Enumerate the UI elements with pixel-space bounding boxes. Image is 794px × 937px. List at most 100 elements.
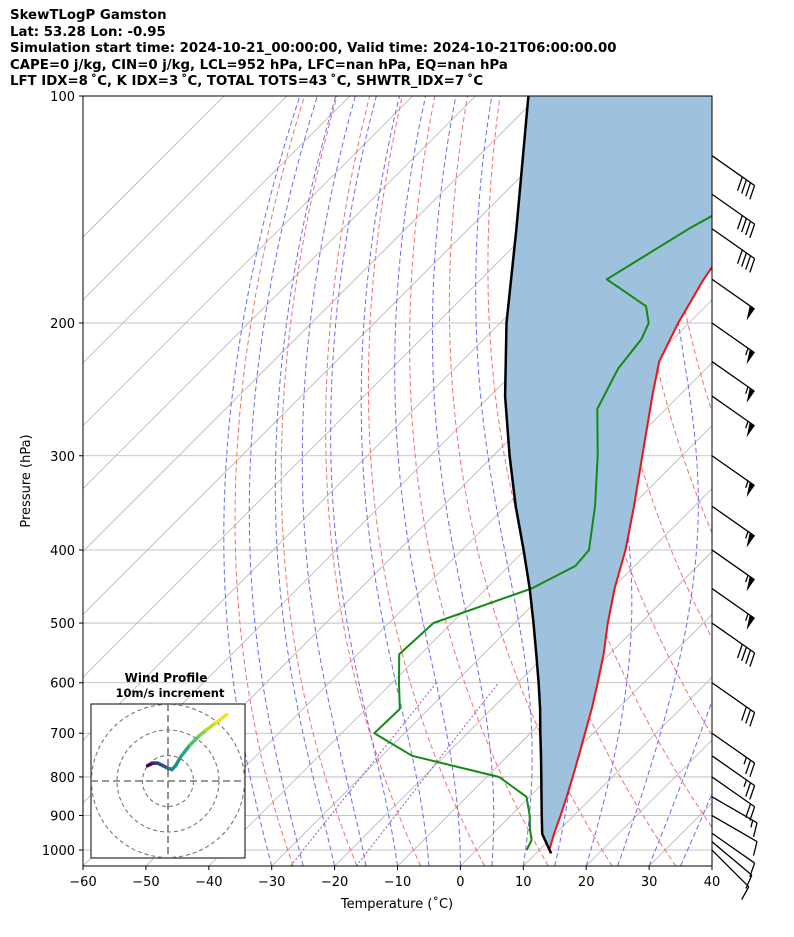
wind-barb xyxy=(711,622,756,667)
x-tick-label: −10 xyxy=(384,875,411,890)
wind-barb xyxy=(711,278,755,321)
isotherm-line xyxy=(83,96,351,364)
y-tick-label: 300 xyxy=(50,450,75,465)
simulation-times: Simulation start time: 2024-10-21_00:00:… xyxy=(10,41,617,57)
y-tick-label: 800 xyxy=(50,771,75,786)
x-axis-label: Temperature (˚C) xyxy=(340,896,453,912)
isotherm-line xyxy=(460,613,712,866)
moist-adiabat xyxy=(711,864,712,866)
y-axis-label: Pressure (hPa) xyxy=(19,434,34,527)
x-tick-label: 40 xyxy=(704,875,721,890)
isotherm-line xyxy=(775,96,794,866)
isotherm-line xyxy=(83,96,602,615)
hodograph-segment xyxy=(187,734,201,748)
temperature-profile xyxy=(548,265,712,854)
wind-barb xyxy=(711,796,758,838)
wind-barb xyxy=(711,395,755,438)
y-tick-label: 700 xyxy=(50,727,75,742)
isotherm-line xyxy=(711,865,712,866)
wind-barb xyxy=(711,732,756,778)
isotherm-line xyxy=(334,488,712,866)
x-tick-label: −40 xyxy=(195,875,222,890)
dry-adiabat xyxy=(728,96,794,866)
dry-adiabat xyxy=(325,96,422,866)
y-tick-label: 600 xyxy=(50,677,75,692)
isotherm-line xyxy=(271,425,712,866)
hodograph-segment xyxy=(214,712,229,725)
hodograph-segment xyxy=(204,720,219,732)
wind-barb xyxy=(711,832,756,878)
moist-adiabat xyxy=(431,96,495,866)
wind-barb xyxy=(711,361,755,403)
stability-parameters: CAPE=0 j/kg, CIN=0 j/kg, LCL=952 hPa, LF… xyxy=(10,57,508,73)
mixing-ratio-line xyxy=(290,682,437,866)
dry-adiabat xyxy=(234,96,305,866)
x-tick-label: 0 xyxy=(456,875,464,890)
hodograph-title: Wind Profile xyxy=(125,671,208,685)
hodograph-inset: Wind Profile 10m/s increment xyxy=(90,671,246,859)
chart-header: SkewTLogP Gamston Lat: 53.28 Lon: -0.95 … xyxy=(10,8,617,91)
moist-adiabat xyxy=(301,96,367,866)
sounding-profiles xyxy=(373,96,712,854)
wind-barb xyxy=(711,228,756,273)
x-tick-label: −20 xyxy=(321,875,348,890)
y-tick-label: 1000 xyxy=(42,844,75,859)
dry-adiabat xyxy=(662,96,712,414)
isotherm-line xyxy=(83,96,288,301)
moist-adiabat xyxy=(223,96,301,866)
wind-barb xyxy=(711,849,750,900)
wind-barb xyxy=(711,682,756,727)
wind-barb xyxy=(711,155,756,200)
moist-adiabat xyxy=(617,96,699,866)
moist-adiabat xyxy=(394,96,461,866)
wind-barb xyxy=(711,814,758,856)
dry-adiabat xyxy=(448,96,613,866)
wind-barb xyxy=(711,455,755,498)
x-tick-label: −50 xyxy=(132,875,159,890)
station-location: Lat: 53.28 Lon: -0.95 xyxy=(10,24,166,40)
isotherm-line xyxy=(83,96,539,553)
wind-barb xyxy=(711,841,753,889)
wind-barb xyxy=(711,549,755,592)
dry-adiabat xyxy=(367,96,485,866)
cin-shading xyxy=(505,96,712,854)
isotherm-line xyxy=(523,676,712,866)
hodograph-subtitle: 10m/s increment xyxy=(116,686,225,700)
x-tick-label: −30 xyxy=(258,875,285,890)
stability-indices: LFT IDX=8 ˚C, K IDX=3 ˚C, TOTAL TOTS=43 … xyxy=(10,74,484,90)
y-tick-label: 200 xyxy=(50,317,75,332)
moist-adiabat xyxy=(360,96,430,866)
y-tick-label: 100 xyxy=(50,90,75,105)
y-tick-label: 900 xyxy=(50,810,75,825)
dewpoint-profile xyxy=(373,214,712,851)
isotherm-line xyxy=(83,96,225,238)
isotherm-line xyxy=(83,96,413,427)
wind-barbs xyxy=(711,155,758,900)
wind-barb xyxy=(711,755,756,800)
moist-adiabat xyxy=(648,699,712,866)
y-tick-label: 400 xyxy=(50,544,75,559)
wind-barb xyxy=(711,588,755,630)
x-tick-label: 30 xyxy=(641,875,658,890)
y-tick-label: 500 xyxy=(50,617,75,632)
x-tick-label: 10 xyxy=(515,875,532,890)
dry-adiabat xyxy=(761,96,794,866)
hodograph-segment xyxy=(179,743,192,759)
x-tick-label: −60 xyxy=(69,875,96,890)
y-axis-ticks: 100 200 300 400 500 600 700 800 900 1000 xyxy=(42,90,83,859)
wind-barb xyxy=(711,776,756,821)
dry-adiabat xyxy=(280,96,358,866)
station-title: SkewTLogP Gamston xyxy=(10,8,167,23)
moist-adiabat xyxy=(330,96,398,866)
moist-adiabat xyxy=(680,792,712,866)
parcel-profile xyxy=(503,96,553,854)
moist-adiabat xyxy=(248,96,318,866)
wind-barb xyxy=(711,193,756,239)
isotherm-line xyxy=(397,550,712,866)
x-axis-ticks: −60 −50 −40 −30 −20 −10 0 10 20 30 40 xyxy=(69,866,720,890)
isotherm-line xyxy=(83,96,476,490)
wind-barb xyxy=(711,505,755,548)
moist-adiabat xyxy=(274,96,337,866)
dry-adiabat xyxy=(409,96,549,866)
